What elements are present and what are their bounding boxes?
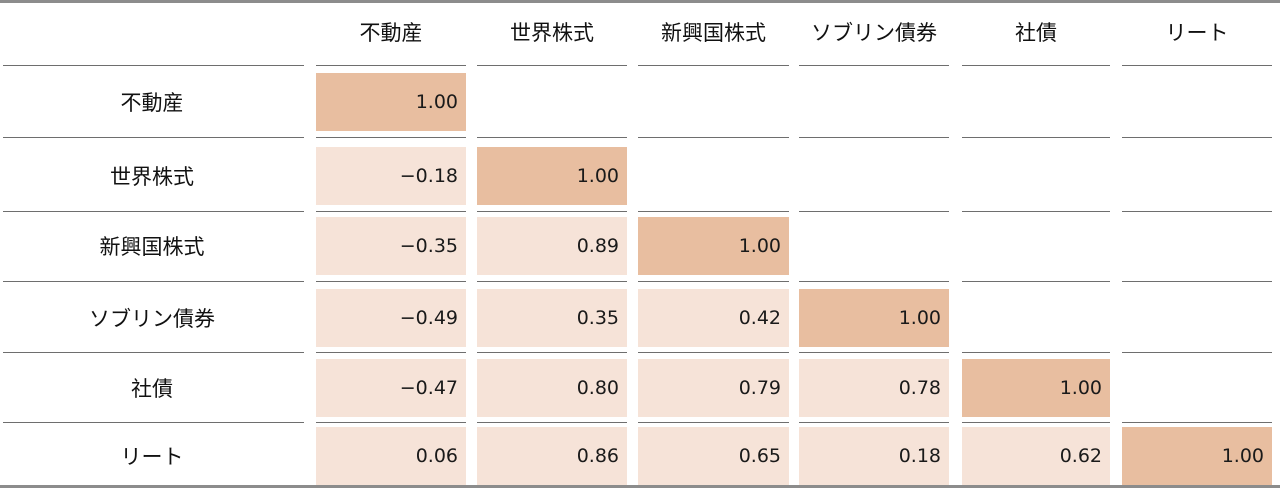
grid-rule [799,65,949,66]
grid-rule [638,352,789,353]
grid-rule [3,65,304,66]
grid-rule [316,281,466,282]
grid-rule [638,422,789,423]
row-label: ソブリン債券 [89,307,215,331]
column-header: ソブリン債券 [811,21,937,45]
grid-rule [638,137,789,138]
diagonal-cell: 1.00 [316,73,466,131]
correlation-cell: 0.62 [962,427,1110,485]
grid-rule [638,65,789,66]
correlation-cell: −0.18 [316,147,466,205]
grid-rule [3,281,304,282]
grid-rule [962,137,1110,138]
grid-rule [1122,65,1272,66]
grid-rule [1122,281,1272,282]
grid-rule [477,137,627,138]
correlation-cell: 0.86 [477,427,627,485]
diagonal-cell: 1.00 [799,289,949,347]
column-header: 社債 [1015,21,1057,45]
correlation-cell: 0.80 [477,359,627,417]
grid-rule [638,211,789,212]
column-header: 新興国株式 [661,21,766,45]
table-top-border [0,0,1280,3]
correlation-cell: −0.35 [316,217,466,275]
grid-rule [316,65,466,66]
grid-rule [477,65,627,66]
grid-rule [799,352,949,353]
diagonal-cell: 1.00 [638,217,789,275]
grid-rule [3,422,304,423]
correlation-cell: 0.35 [477,289,627,347]
grid-rule [1122,352,1272,353]
grid-rule [1122,211,1272,212]
grid-rule [799,422,949,423]
row-label: 社債 [131,377,173,401]
correlation-cell: 0.42 [638,289,789,347]
diagonal-cell: 1.00 [1122,427,1272,485]
grid-rule [477,211,627,212]
grid-rule [962,65,1110,66]
grid-rule [3,137,304,138]
correlation-cell: 0.79 [638,359,789,417]
grid-rule [316,137,466,138]
correlation-cell: 0.18 [799,427,949,485]
grid-rule [1122,422,1272,423]
correlation-cell: 0.65 [638,427,789,485]
grid-rule [316,422,466,423]
correlation-cell: 0.78 [799,359,949,417]
row-label: 世界株式 [110,165,194,189]
correlation-cell: −0.49 [316,289,466,347]
grid-rule [477,422,627,423]
row-label: リート [120,445,184,469]
grid-rule [799,281,949,282]
correlation-cell: 0.06 [316,427,466,485]
grid-rule [962,211,1110,212]
grid-rule [316,352,466,353]
grid-rule [3,211,304,212]
grid-rule [1122,137,1272,138]
diagonal-cell: 1.00 [962,359,1110,417]
table-bottom-border [0,485,1280,488]
grid-rule [799,211,949,212]
grid-rule [477,281,627,282]
grid-rule [3,352,304,353]
grid-rule [962,352,1110,353]
column-header: 不動産 [359,21,423,45]
grid-rule [962,281,1110,282]
row-label: 不動産 [120,91,184,115]
row-label: 新興国株式 [99,235,205,259]
grid-rule [962,422,1110,423]
column-header: 世界株式 [510,21,594,45]
grid-rule [316,211,466,212]
correlation-cell: −0.47 [316,359,466,417]
correlation-cell: 0.89 [477,217,627,275]
column-header: リート [1165,21,1229,45]
grid-rule [638,281,789,282]
grid-rule [799,137,949,138]
diagonal-cell: 1.00 [477,147,627,205]
grid-rule [477,352,627,353]
